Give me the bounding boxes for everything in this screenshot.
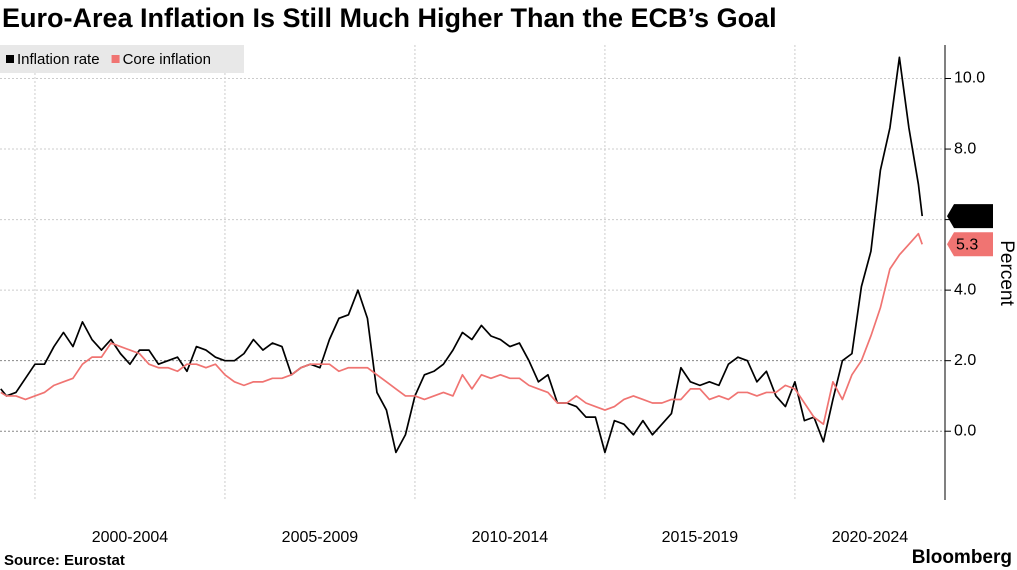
end-label-box — [947, 232, 993, 257]
x-tick-label: 2020-2024 — [832, 529, 909, 546]
line-series — [0, 56, 924, 454]
legend-label: Core inflation — [123, 51, 211, 68]
legend-label: Inflation rate — [17, 51, 100, 68]
x-tick-label: 2010-2014 — [472, 529, 549, 546]
chart-title: Euro-Area Inflation Is Still Much Higher… — [2, 3, 777, 33]
end-label: 6.1 — [947, 204, 993, 229]
x-tick-label: 2005-2009 — [282, 529, 359, 546]
x-tick-label: 2000-2004 — [92, 529, 169, 546]
end-label-box — [947, 204, 993, 229]
legend-swatch — [6, 55, 14, 63]
y-tick-label: 8.0 — [954, 140, 976, 157]
end-label-text: 6.1 — [956, 208, 978, 225]
end-label-text: 5.3 — [956, 237, 978, 254]
y-tick-label: 10.0 — [954, 70, 985, 87]
legend-swatch — [111, 55, 120, 63]
source: Source: Eurostat — [4, 552, 125, 569]
line-series — [0, 232, 923, 426]
end-label: 5.3 — [947, 232, 993, 257]
brand: Bloomberg — [912, 547, 1012, 568]
x-tick-label: 2015-2019 — [662, 529, 739, 546]
legend-bg — [0, 45, 244, 73]
y-tick-label: 4.0 — [954, 281, 976, 298]
y-axis-label: Percent — [996, 240, 1017, 306]
y-tick-label: 2.0 — [954, 352, 976, 369]
y-tick-label: 0.0 — [954, 422, 976, 439]
legend: Inflation rate Core inflation — [0, 45, 244, 73]
